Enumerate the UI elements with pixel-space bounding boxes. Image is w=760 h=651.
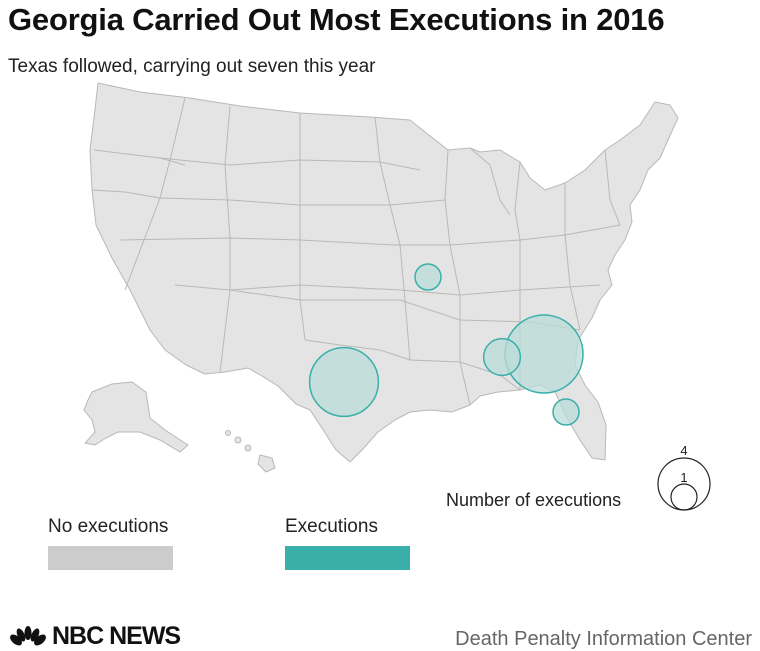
legend-executions-label: Executions	[285, 516, 378, 537]
border-central-2	[119, 224, 621, 246]
bubble-texas	[308, 346, 380, 418]
legend-no-executions-swatch	[48, 546, 173, 570]
border-or-ca	[91, 189, 161, 199]
bubble-missouri	[414, 263, 442, 291]
contiguous-us-outline	[89, 82, 679, 463]
alaska	[83, 381, 189, 453]
hawaii	[225, 430, 276, 473]
border-texas	[304, 339, 411, 361]
border-v3	[299, 113, 306, 341]
border-v7	[564, 183, 581, 331]
border-great-lakes	[469, 147, 511, 216]
border-v4	[374, 116, 411, 361]
size-legend-large-value: 4	[680, 443, 687, 458]
size-legend-small-circle	[670, 483, 698, 511]
size-legend-small-value: 1	[680, 470, 687, 485]
border-v2	[219, 105, 231, 373]
bubble-alabama	[482, 337, 522, 377]
chart-subtitle: Texas followed, carrying out seven this …	[8, 56, 376, 77]
border-gulf	[409, 359, 521, 391]
bubble-florida	[552, 398, 580, 426]
nbc-peacock-icon	[10, 625, 46, 645]
size-legend-label: Number of executions	[446, 490, 622, 510]
border-v1	[124, 97, 186, 291]
border-v8	[604, 149, 621, 226]
nbc-news-logo: NBC NEWS	[8, 622, 181, 651]
chart-title: Georgia Carried Out Most Executions in 2…	[8, 2, 665, 37]
execution-bubbles	[308, 263, 584, 426]
border-v5	[444, 149, 471, 406]
state-shapes	[89, 82, 679, 463]
size-legend-circles	[657, 457, 711, 511]
nbc-news-logo-text: NBC NEWS	[52, 622, 181, 650]
source-credit: Death Penalty Information Center	[455, 628, 752, 650]
legend-no-executions-label: No executions	[48, 516, 169, 537]
legend-executions-swatch	[285, 546, 410, 570]
